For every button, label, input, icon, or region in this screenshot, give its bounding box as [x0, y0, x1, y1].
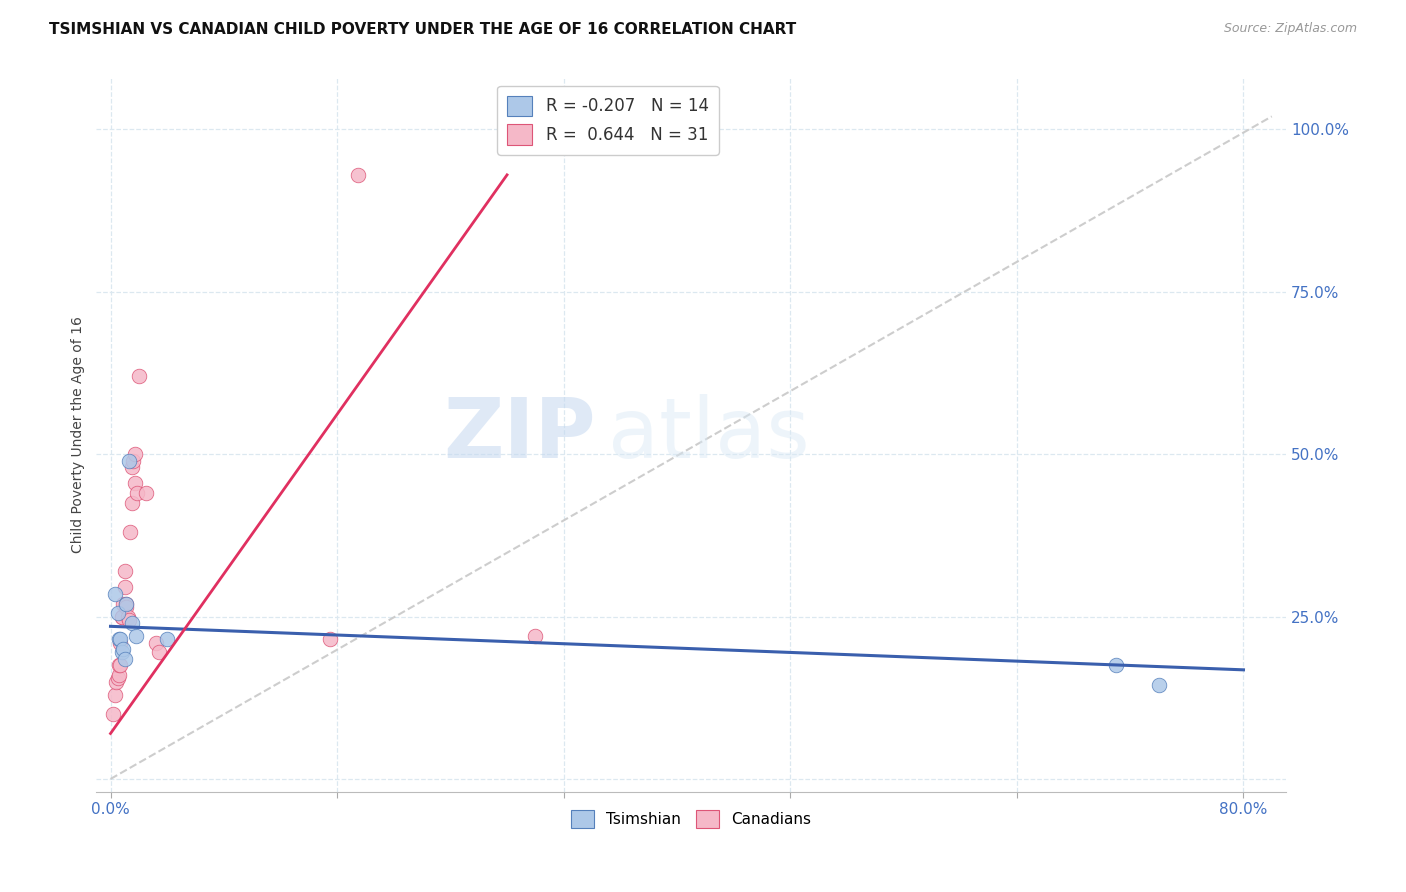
Point	[115, 597, 138, 611]
Point	[111, 609, 134, 624]
Point	[114, 564, 136, 578]
Point	[121, 460, 143, 475]
Text: atlas: atlas	[607, 394, 810, 475]
Point	[125, 629, 148, 643]
Y-axis label: Child Poverty Under the Age of 16: Child Poverty Under the Age of 16	[72, 317, 86, 553]
Point	[114, 580, 136, 594]
Point	[135, 486, 157, 500]
Text: Source: ZipAtlas.com: Source: ZipAtlas.com	[1223, 22, 1357, 36]
Point	[115, 599, 138, 614]
Point	[121, 616, 143, 631]
Point	[148, 645, 170, 659]
Point	[124, 447, 146, 461]
Point	[145, 635, 167, 649]
Point	[112, 642, 135, 657]
Point	[124, 476, 146, 491]
Legend: Tsimshian, Canadians: Tsimshian, Canadians	[565, 804, 817, 834]
Point	[111, 609, 134, 624]
Point	[347, 168, 370, 182]
Point	[105, 674, 128, 689]
Point	[104, 688, 127, 702]
Point	[110, 632, 132, 647]
Point	[1147, 678, 1170, 692]
Point	[1105, 658, 1128, 673]
Point	[103, 706, 125, 721]
Point	[118, 453, 141, 467]
Point	[107, 607, 129, 621]
Point	[524, 629, 547, 643]
Point	[128, 369, 150, 384]
Point	[108, 668, 131, 682]
Point	[117, 609, 139, 624]
Text: ZIP: ZIP	[443, 394, 596, 475]
Point	[115, 597, 138, 611]
Point	[156, 632, 179, 647]
Point	[108, 632, 131, 647]
Point	[110, 658, 132, 673]
Point	[127, 486, 149, 500]
Point	[120, 525, 142, 540]
Text: TSIMSHIAN VS CANADIAN CHILD POVERTY UNDER THE AGE OF 16 CORRELATION CHART: TSIMSHIAN VS CANADIAN CHILD POVERTY UNDE…	[49, 22, 796, 37]
Point	[108, 658, 131, 673]
Point	[107, 671, 129, 685]
Point	[319, 632, 342, 647]
Point	[121, 496, 143, 510]
Point	[114, 652, 136, 666]
Point	[118, 613, 141, 627]
Point	[122, 453, 145, 467]
Point	[110, 635, 132, 649]
Point	[112, 597, 135, 611]
Point	[104, 587, 127, 601]
Point	[111, 645, 134, 659]
